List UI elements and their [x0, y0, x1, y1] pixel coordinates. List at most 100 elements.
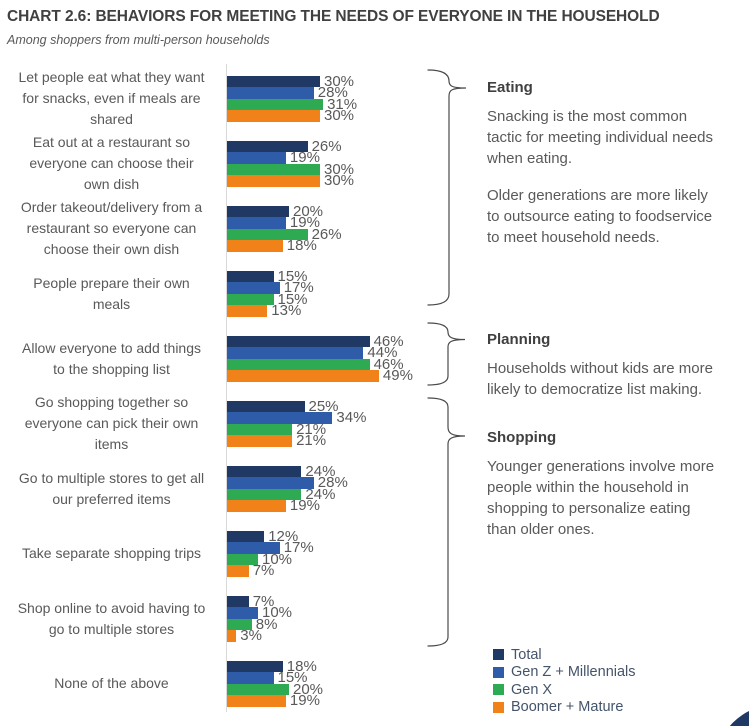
bar-group: None of the above 18% 15% 20% 19% — [0, 651, 485, 716]
bar-gen-x — [227, 488, 302, 500]
category-label: Eat out at a restaurant so everyone can … — [29, 134, 194, 192]
legend-item: Gen Z + Millennials — [493, 664, 636, 682]
legend-swatch-icon — [493, 649, 504, 661]
category-label: Order takeout/delivery from a restaurant… — [20, 199, 203, 257]
value-label: 49% — [382, 367, 413, 384]
bar-total — [227, 140, 308, 152]
legend-label: Total — [511, 646, 542, 663]
category-axis-line — [226, 64, 227, 712]
bar-total — [227, 335, 370, 347]
bar-total — [227, 465, 302, 477]
value-label: 20% — [293, 680, 324, 698]
bar-gen-x — [227, 293, 274, 305]
value-label: 24% — [305, 462, 336, 480]
value-label: 20% — [293, 202, 324, 220]
legend-item: Total — [493, 646, 636, 664]
value-label: 21% — [296, 420, 327, 438]
bar-cluster: 24% 28% 24% 19% — [227, 462, 348, 513]
bar-gen-x — [227, 163, 320, 175]
value-label: 8% — [255, 615, 278, 633]
value-label: 30% — [324, 107, 355, 124]
bar-cluster: 30% 28% 31% 30% — [227, 72, 358, 124]
chart-subtitle: Among shoppers from multi-person househo… — [7, 33, 270, 47]
value-label: 44% — [367, 344, 398, 361]
bar-group: Go to multiple stores to get all our pre… — [0, 456, 485, 521]
bar-gen-x — [227, 98, 324, 110]
category-label: Go to multiple stores to get all our pre… — [18, 469, 205, 507]
value-label: 28% — [317, 474, 348, 491]
value-label: 10% — [262, 550, 293, 568]
value-label: 21% — [296, 432, 327, 449]
bar-boomer-mature — [227, 305, 268, 317]
bar-cluster: 15% 17% 15% 13% — [227, 267, 314, 318]
value-label: 15% — [277, 290, 308, 308]
bar-total — [227, 595, 249, 607]
bar-total — [227, 660, 283, 672]
bar-cluster: 25% 34% 21% 21% — [227, 397, 367, 449]
value-label: 7% — [252, 562, 275, 579]
legend-item: Boomer + Mature — [493, 699, 636, 717]
bar-gen-z-millennials — [227, 672, 274, 684]
value-label: 25% — [308, 397, 339, 415]
bar-gen-x — [227, 228, 308, 240]
value-label: 15% — [277, 267, 308, 285]
bar-boomer-mature — [227, 175, 320, 187]
bar-cluster: 7% 10% 8% 3% — [227, 592, 292, 643]
bar-gen-z-millennials — [227, 347, 364, 359]
bar-total — [227, 75, 320, 87]
bar-total — [227, 400, 305, 412]
value-label: 26% — [311, 225, 342, 243]
annotation-eating: Eating Snacking is the most common tacti… — [487, 79, 743, 264]
bar-cluster: 18% 15% 20% 19% — [227, 657, 324, 709]
bar-gen-x — [227, 618, 252, 630]
bar-boomer-mature — [227, 630, 237, 642]
bar-group: Eat out at a restaurant so everyone can … — [0, 131, 485, 196]
value-label: 17% — [283, 279, 314, 296]
bar-boomer-mature — [227, 500, 286, 512]
value-label: 34% — [336, 409, 367, 426]
chart-title: CHART 2.6: BEHAVIORS FOR MEETING THE NEE… — [7, 8, 660, 25]
bar-group: Let people eat what they want for snacks… — [0, 66, 485, 131]
bar-boomer-mature — [227, 240, 283, 252]
bar-chart: Let people eat what they want for snacks… — [0, 66, 485, 716]
value-label: 19% — [289, 692, 320, 709]
legend-item: Gen X — [493, 681, 636, 699]
bar-gen-x — [227, 423, 293, 435]
bar-boomer-mature — [227, 695, 286, 707]
bar-cluster: 12% 17% 10% 7% — [227, 529, 314, 579]
value-label: 18% — [286, 657, 317, 675]
category-label: Shop online to avoid having to go to mul… — [17, 599, 206, 637]
annotation-heading: Planning — [487, 331, 551, 348]
value-label: 7% — [252, 592, 275, 610]
annotation-paragraph: Younger generations involve more people … — [487, 458, 715, 538]
bar-total — [227, 205, 289, 217]
bar-gen-x — [227, 358, 370, 370]
bar-cluster: 20% 19% 26% 18% — [227, 202, 342, 253]
bar-gen-z-millennials — [227, 477, 314, 489]
annotation-paragraph: Snacking is the most common tactic for m… — [487, 108, 713, 167]
legend-swatch-icon — [493, 701, 504, 713]
legend-label: Boomer + Mature — [511, 699, 624, 716]
value-label: 30% — [324, 72, 355, 90]
legend-swatch-icon — [493, 684, 504, 696]
bar-group: Go shopping together so everyone can pic… — [0, 391, 485, 456]
bar-total — [227, 270, 274, 282]
value-label: 30% — [324, 160, 355, 178]
value-label: 19% — [289, 149, 320, 166]
bar-gen-z-millennials — [227, 217, 286, 229]
value-label: 19% — [289, 214, 320, 231]
bar-gen-z-millennials — [227, 152, 286, 164]
bar-group: Shop online to avoid having to go to mul… — [0, 586, 485, 651]
bar-group: Take separate shopping trips 12% 17% 10% 7% — [0, 521, 485, 586]
value-label: 31% — [327, 95, 358, 113]
category-label: Go shopping together so everyone can pic… — [24, 394, 199, 452]
annotation-heading: Eating — [487, 79, 533, 96]
bar-gen-z-millennials — [227, 607, 258, 619]
bar-boomer-mature — [227, 435, 293, 447]
value-label: 28% — [317, 84, 348, 101]
category-label: Allow everyone to add things to the shop… — [22, 339, 201, 377]
annotation-heading: Shopping — [487, 429, 557, 446]
annotation-paragraph: Households without kids are more likely … — [487, 360, 713, 398]
value-label: 15% — [277, 669, 308, 686]
